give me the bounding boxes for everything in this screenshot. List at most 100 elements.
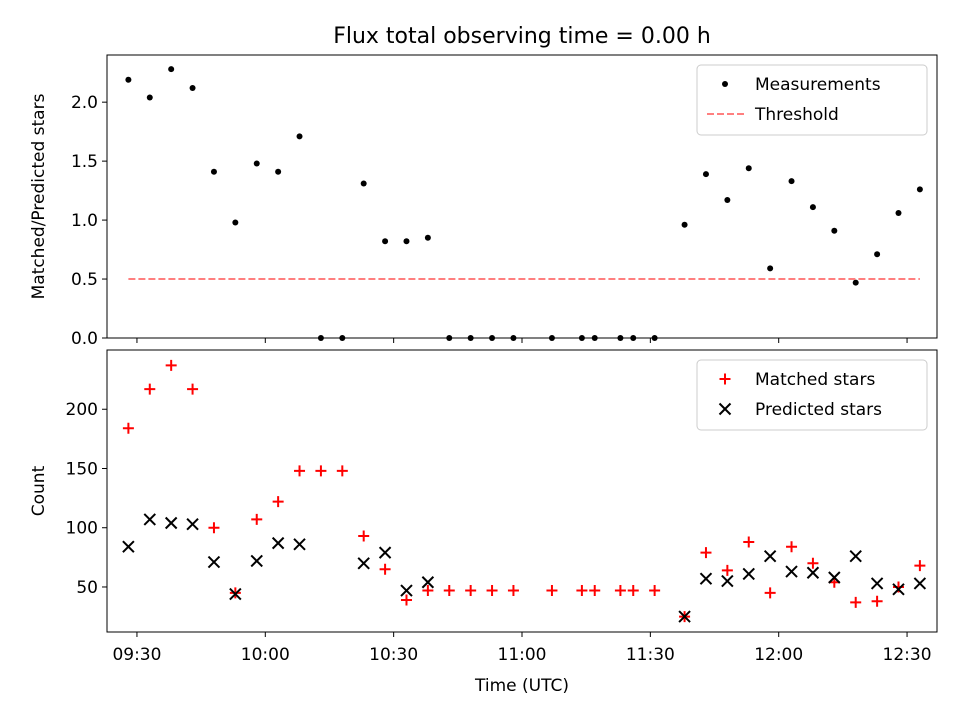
data-point bbox=[630, 335, 637, 341]
data-point bbox=[681, 221, 688, 228]
data-point bbox=[809, 204, 816, 211]
data-point bbox=[379, 563, 391, 575]
legend-swatch bbox=[722, 81, 728, 87]
legend-label: Threshold bbox=[754, 105, 839, 125]
data-point bbox=[357, 557, 370, 570]
data-point bbox=[358, 530, 370, 542]
data-point bbox=[916, 186, 923, 193]
data-point bbox=[806, 566, 820, 579]
data-point bbox=[293, 538, 306, 551]
data-point bbox=[578, 335, 585, 341]
data-point bbox=[250, 554, 263, 568]
data-point bbox=[186, 517, 199, 531]
x-tick-label: 12:00 bbox=[754, 645, 803, 665]
data-point bbox=[786, 541, 798, 553]
data-point bbox=[849, 549, 862, 563]
data-point bbox=[724, 197, 731, 204]
data-point bbox=[807, 557, 819, 569]
data-point bbox=[576, 585, 588, 597]
data-point bbox=[400, 594, 412, 606]
data-point bbox=[207, 555, 221, 569]
data-point bbox=[721, 574, 734, 588]
data-point bbox=[360, 180, 367, 187]
data-point bbox=[422, 585, 434, 597]
y-tick-label: 2.0 bbox=[71, 93, 98, 113]
series-measurements bbox=[125, 66, 923, 341]
data-point bbox=[189, 85, 196, 92]
series-predicted-stars bbox=[122, 513, 927, 623]
data-point bbox=[465, 585, 477, 597]
data-point bbox=[165, 359, 177, 371]
data-point bbox=[424, 234, 431, 241]
chart-title: Flux total observing time = 0.00 h bbox=[333, 24, 711, 49]
data-point bbox=[870, 577, 884, 590]
legend: Matched stars Predicted stars bbox=[696, 359, 928, 431]
data-point bbox=[125, 76, 132, 83]
data-point bbox=[892, 583, 905, 596]
data-point bbox=[614, 585, 626, 597]
y-axis-label: Count bbox=[29, 465, 49, 516]
x-tick-label: 10:30 bbox=[369, 645, 418, 665]
data-point bbox=[763, 549, 777, 563]
data-point bbox=[913, 577, 927, 590]
data-point bbox=[589, 585, 601, 597]
data-point bbox=[296, 133, 303, 140]
data-point bbox=[627, 585, 639, 597]
data-point bbox=[895, 210, 902, 217]
data-point bbox=[678, 610, 691, 623]
legend-label: Measurements bbox=[755, 75, 881, 95]
data-point bbox=[446, 335, 453, 341]
data-point bbox=[168, 66, 175, 73]
data-point bbox=[546, 585, 558, 597]
chart-root: 0.0 0.5 1.0 1.5 2.0 Matched/Predicted stars Fl… bbox=[29, 24, 938, 696]
data-point bbox=[743, 536, 755, 548]
legend-swatch bbox=[719, 373, 731, 385]
y-tick-label: 1.0 bbox=[71, 211, 98, 231]
data-point bbox=[892, 581, 904, 593]
data-point bbox=[122, 540, 135, 553]
data-point bbox=[122, 422, 134, 434]
x-axis-label: Time (UTC) bbox=[474, 676, 569, 696]
data-point bbox=[489, 335, 496, 341]
data-point bbox=[742, 567, 755, 581]
data-point bbox=[336, 465, 348, 477]
data-point bbox=[914, 560, 926, 572]
data-point bbox=[210, 168, 217, 175]
data-point bbox=[146, 94, 153, 101]
data-point bbox=[164, 516, 178, 530]
data-point bbox=[187, 383, 199, 395]
data-point bbox=[232, 219, 239, 226]
data-point bbox=[828, 571, 841, 584]
data-point bbox=[400, 584, 413, 597]
x-tick-label: 10:00 bbox=[241, 645, 290, 665]
data-point bbox=[874, 251, 881, 258]
y-tick-label: 50 bbox=[76, 578, 98, 598]
data-point bbox=[507, 585, 519, 597]
data-point bbox=[315, 465, 327, 477]
y-tick-label: 1.5 bbox=[71, 152, 98, 172]
y-tick-label: 200 bbox=[66, 400, 98, 420]
data-point bbox=[272, 496, 284, 508]
y-tick-label: 100 bbox=[66, 519, 98, 539]
data-point bbox=[617, 335, 624, 341]
legend: Measurements Threshold bbox=[696, 64, 928, 136]
y-tick-label: 0.0 bbox=[71, 329, 98, 349]
data-point bbox=[831, 227, 838, 234]
legend-swatch bbox=[718, 402, 732, 416]
x-tick-label: 12:30 bbox=[883, 645, 932, 665]
x-tick-label: 11:30 bbox=[626, 645, 675, 665]
data-point bbox=[144, 383, 156, 395]
data-point bbox=[251, 513, 263, 525]
data-point bbox=[317, 335, 324, 341]
data-point bbox=[871, 595, 883, 607]
data-point bbox=[421, 576, 435, 589]
data-point bbox=[378, 546, 392, 559]
legend-label: Predicted stars bbox=[755, 400, 882, 420]
y-axis-label: Matched/Predicted stars bbox=[29, 93, 49, 299]
data-point bbox=[591, 335, 598, 341]
data-point bbox=[275, 168, 282, 175]
data-point bbox=[510, 335, 517, 341]
data-point bbox=[850, 596, 862, 608]
data-point bbox=[651, 335, 658, 341]
